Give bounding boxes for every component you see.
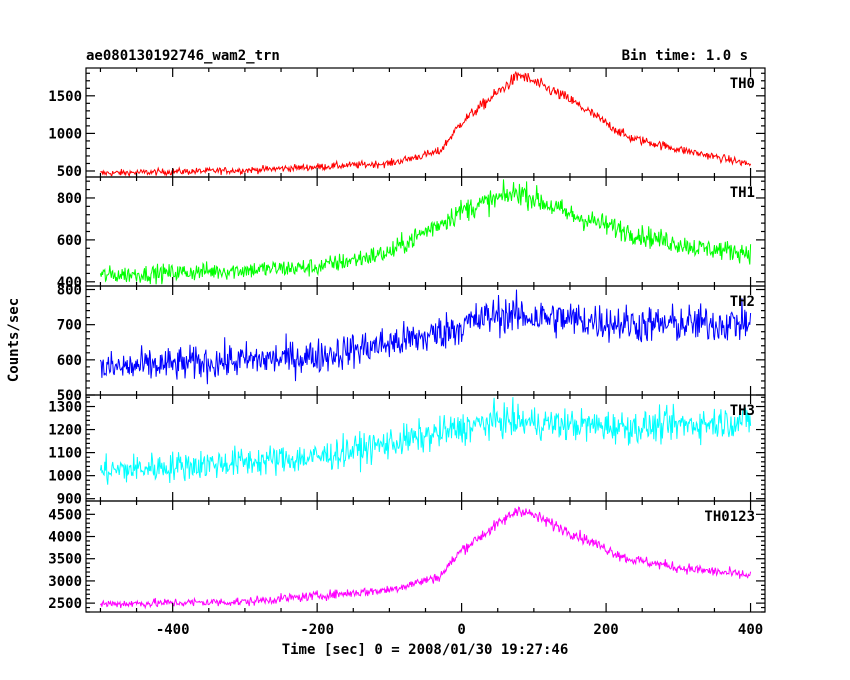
panel-label-th3: TH3 [730, 403, 755, 419]
y-tick-label: 600 [57, 233, 82, 249]
y-tick-label: 1100 [48, 446, 82, 462]
y-tick-label: 4000 [48, 530, 82, 546]
panel-label-th0123: TH0123 [704, 509, 755, 525]
chart-title: ae080130192746_wam2_trn [86, 48, 280, 64]
x-tick-label: 0 [457, 622, 465, 638]
light-curve-th1 [99, 179, 752, 285]
y-tick-label: 3000 [48, 574, 82, 590]
light-curve-th0 [100, 70, 752, 178]
panel-label-th2: TH2 [730, 294, 755, 310]
y-tick-label: 500 [57, 388, 82, 404]
panel-label-th0: TH0 [730, 76, 755, 92]
panel-frame-th0 [85, 67, 766, 178]
light-curve-th2 [99, 289, 752, 385]
y-tick-label: 1500 [48, 89, 82, 105]
light-curve-th0123 [99, 506, 752, 610]
y-tick-label: 2500 [48, 596, 82, 612]
y-tick-label: 600 [57, 353, 82, 369]
y-tick-label: 4500 [48, 507, 82, 523]
y-tick-label: 800 [57, 283, 82, 299]
y-tick-label: 800 [57, 191, 82, 207]
y-tick-label: 900 [57, 492, 82, 508]
y-axis-label: Counts/sec [6, 298, 22, 382]
y-tick-label: 3500 [48, 552, 82, 568]
y-tick-label: 500 [57, 164, 82, 180]
y-tick-label: 1000 [48, 469, 82, 485]
y-tick-label: 1200 [48, 423, 82, 439]
y-tick-label: 1300 [48, 400, 82, 416]
x-axis-label: Time [sec] 0 = 2008/01/30 19:27:46 [282, 642, 569, 658]
y-tick-label: 400 [57, 275, 82, 291]
panels-group: 500 1000 1500 TH0 400 600 800 TH1 500 600 700 800 TH… [48, 67, 766, 638]
y-tick-label: 700 [57, 318, 82, 334]
x-tick-label: -200 [300, 622, 334, 638]
light-curve-th3 [99, 397, 752, 485]
x-tick-label: 200 [593, 622, 618, 638]
bin-time-label: Bin time: 1.0 s [622, 48, 748, 64]
panel-label-th1: TH1 [730, 185, 755, 201]
x-tick-label: 400 [738, 622, 763, 638]
panel-frame-th0123 [85, 500, 766, 613]
panel-frame-th3 [85, 394, 766, 502]
y-tick-label: 1000 [48, 126, 82, 142]
x-tick-label: -400 [156, 622, 190, 638]
